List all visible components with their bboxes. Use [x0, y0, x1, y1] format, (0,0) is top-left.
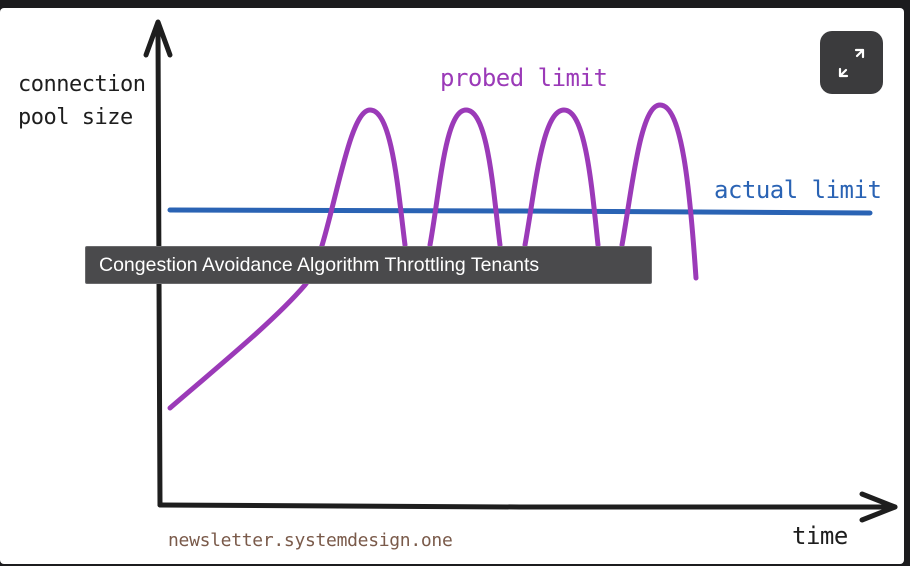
x-axis-arrowhead — [859, 491, 898, 523]
y-axis-label-line1: connection — [18, 72, 146, 97]
probed-limit-curve — [167, 102, 699, 411]
x-axis — [157, 502, 898, 510]
probed-limit-label: probed limit — [440, 64, 608, 92]
expand-arrows-icon — [838, 48, 865, 78]
actual-limit-line — [167, 207, 873, 216]
y-axis-arrowhead — [143, 19, 173, 58]
expand-button[interactable] — [820, 31, 883, 94]
actual-limit-label: actual limit — [714, 176, 882, 204]
y-axis-label: connection pool size — [18, 68, 146, 134]
sketch-diagram — [143, 19, 898, 523]
y-axis-label-line2: pool size — [18, 105, 133, 130]
figure-card: connection pool size probed limit actual… — [0, 8, 904, 564]
image-tooltip: Congestion Avoidance Algorithm Throttlin… — [85, 246, 652, 284]
x-axis-label: time — [792, 522, 848, 550]
watermark: newsletter.systemdesign.one — [168, 530, 453, 551]
